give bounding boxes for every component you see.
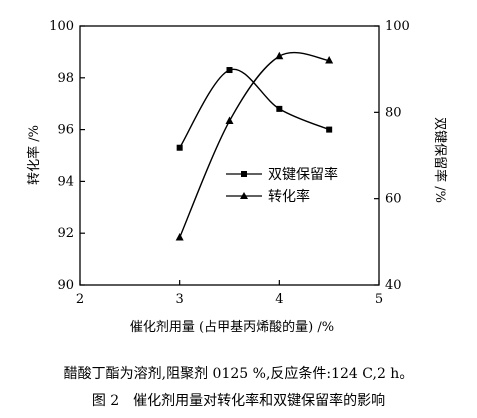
data-point-square — [176, 144, 183, 151]
y-axis-label-left: 转化率 /% — [26, 125, 42, 185]
chart-note: 醋酸丁酯为溶剂,阻聚剂 0125 %,反应条件:124 C,2 h。 — [63, 366, 414, 382]
y-right-tick-label: 80 — [385, 105, 402, 120]
legend-marker-triangle — [240, 192, 248, 199]
data-point-square — [226, 67, 233, 74]
y-right-tick-label: 100 — [385, 19, 410, 34]
x-axis-label: 催化剂用量 (占甲基丙烯酸的量) /% — [130, 319, 334, 335]
data-point-square — [326, 126, 333, 133]
y-left-tick-label: 98 — [57, 71, 74, 86]
data-point-triangle — [325, 56, 334, 64]
y-left-tick-label: 94 — [57, 174, 74, 189]
data-point-triangle — [275, 51, 284, 60]
figure-caption: 图 2 催化剂用量对转化率和双键保留率的影响 — [91, 393, 386, 409]
chart: 2 3 4 5 90 92 94 96 98 100 40 60 80 100 催化剂用量 (占甲基丙烯酸… — [26, 19, 448, 335]
y-right-tick-label: 60 — [385, 192, 402, 207]
data-point-triangle — [225, 116, 234, 124]
x-tick-label: 5 — [375, 292, 383, 307]
plot-frame — [79, 25, 380, 286]
ticks-layer: 2 3 4 5 90 92 94 96 98 100 40 60 80 100 — [49, 19, 410, 307]
legend: 双键保留率 转化率 — [226, 166, 338, 205]
y-left-tick-label: 100 — [49, 19, 74, 34]
series-line-0 — [179, 68, 330, 149]
y-left-tick-label: 90 — [57, 278, 74, 293]
legend-label-conversion: 转化率 — [268, 188, 310, 205]
legend-marker-square — [241, 171, 247, 177]
y-left-tick-label: 96 — [57, 123, 74, 138]
series-line-1 — [179, 51, 330, 238]
data-point-triangle — [175, 233, 184, 241]
x-tick-label: 4 — [275, 292, 283, 307]
legend-label-retention: 双键保留率 — [268, 166, 338, 183]
x-tick-label: 2 — [76, 292, 84, 307]
data-point-square — [276, 105, 283, 112]
series-layer — [175, 51, 334, 241]
y-right-tick-label: 40 — [385, 278, 402, 293]
y-left-tick-label: 92 — [57, 226, 74, 241]
x-tick-label: 3 — [176, 292, 184, 307]
y-axis-label-right: 双键保留率 /% — [432, 117, 448, 203]
